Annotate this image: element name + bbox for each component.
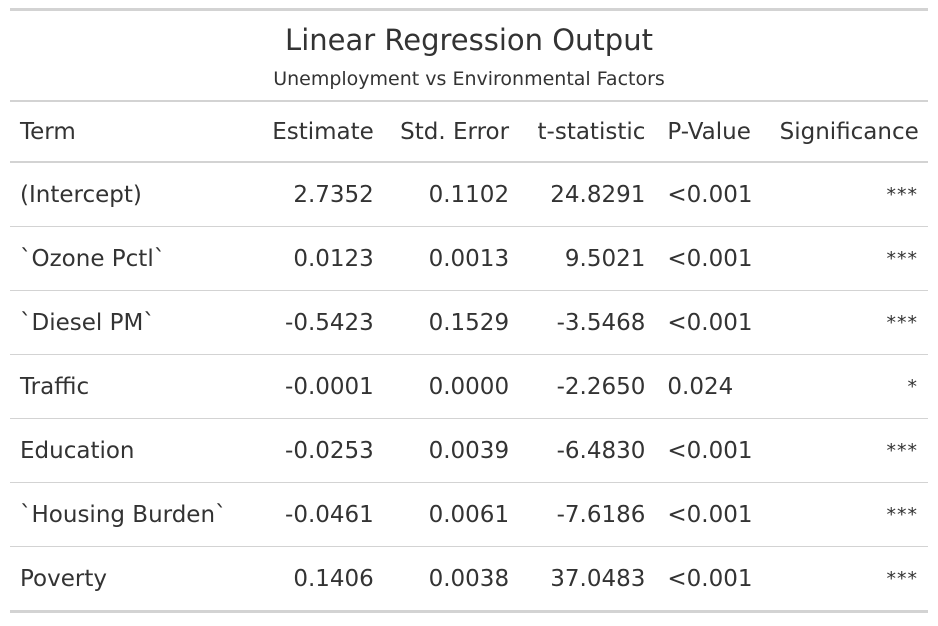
table-row: `Ozone Pctl` 0.0123 0.0013 9.5021 <0.001… xyxy=(10,226,928,291)
std-error-cell: 0.0013 xyxy=(383,226,520,291)
term-cell: `Diesel PM` xyxy=(10,290,249,355)
column-header-std-error: Std. Error xyxy=(383,102,520,163)
estimate-cell: 2.7352 xyxy=(293,181,374,208)
p-value-cell: <0.001 xyxy=(655,418,770,483)
table-row: `Diesel PM` -0.5423 0.1529 -3.5468 <0.00… xyxy=(10,290,928,355)
estimate-cell: 0.1406 xyxy=(248,546,384,613)
column-header-p-value: P-Value xyxy=(655,102,770,163)
significance-cell: *** xyxy=(769,482,928,547)
table-row: (Intercept) 2.7352 0.1102 24.8291 <0.001… xyxy=(10,162,928,227)
p-value-cell: <0.001 xyxy=(655,226,770,291)
term-cell: Education xyxy=(10,418,249,483)
header-rule xyxy=(10,100,928,102)
column-header-estimate: Estimate xyxy=(248,102,384,163)
estimate-cell: -0.0253 xyxy=(248,418,384,483)
column-header-t-statistic: t-statistic xyxy=(519,102,656,163)
p-value-cell: <0.001 xyxy=(667,181,753,208)
std-error-cell: 0.0061 xyxy=(383,482,520,547)
table-row: Traffic -0.0001 0.0000 -2.2650 0.024 * xyxy=(10,354,928,419)
top-rule xyxy=(10,8,928,11)
std-error-cell: 0.0000 xyxy=(383,354,520,419)
estimate-cell: -0.0001 xyxy=(248,354,384,419)
t-statistic-cell: 37.0483 xyxy=(519,546,656,613)
estimate-cell: 0.0123 xyxy=(248,226,384,291)
coefficients-table: Term Estimate Std. Error t-statistic P-V… xyxy=(10,102,928,613)
p-value-cell: <0.001 xyxy=(655,546,770,613)
regression-table: Linear Regression Output Unemployment vs… xyxy=(10,8,928,613)
table-subtitle: Unemployment vs Environmental Factors xyxy=(273,68,665,90)
p-value-cell: <0.001 xyxy=(655,290,770,355)
significance-cell: *** xyxy=(769,546,928,613)
table-row: Education -0.0253 0.0039 -6.4830 <0.001 … xyxy=(10,418,928,483)
significance-cell: *** xyxy=(886,183,918,206)
column-header-term: Term xyxy=(10,102,249,163)
header-row: Term Estimate Std. Error t-statistic P-V… xyxy=(10,102,928,163)
t-statistic-cell: 9.5021 xyxy=(519,226,656,291)
table-row: `Housing Burden` -0.0461 0.0061 -7.6186 … xyxy=(10,482,928,547)
t-statistic-cell: -3.5468 xyxy=(519,290,656,355)
significance-cell: *** xyxy=(769,226,928,291)
term-cell: (Intercept) xyxy=(20,181,142,208)
table-title: Linear Regression Output xyxy=(285,23,653,57)
t-statistic-cell: -7.6186 xyxy=(519,482,656,547)
t-statistic-cell: 24.8291 xyxy=(550,181,646,208)
p-value-cell: <0.001 xyxy=(655,482,770,547)
table-row: Poverty 0.1406 0.0038 37.0483 <0.001 *** xyxy=(10,546,928,613)
estimate-cell: -0.5423 xyxy=(248,290,384,355)
std-error-cell: 0.1102 xyxy=(428,181,510,208)
t-statistic-cell: -6.4830 xyxy=(519,418,656,483)
column-header-significance: Significance xyxy=(769,102,928,163)
significance-cell: *** xyxy=(769,290,928,355)
p-value-cell: 0.024 xyxy=(655,354,770,419)
term-cell: Traffic xyxy=(10,354,249,419)
term-cell: `Housing Burden` xyxy=(10,482,249,547)
estimate-cell: -0.0461 xyxy=(248,482,384,547)
term-cell: `Ozone Pctl` xyxy=(10,226,249,291)
significance-cell: *** xyxy=(769,418,928,483)
significance-cell: * xyxy=(769,354,928,419)
std-error-cell: 0.1529 xyxy=(383,290,520,355)
std-error-cell: 0.0038 xyxy=(383,546,520,613)
std-error-cell: 0.0039 xyxy=(383,418,520,483)
t-statistic-cell: -2.2650 xyxy=(519,354,656,419)
term-cell: Poverty xyxy=(10,546,249,613)
